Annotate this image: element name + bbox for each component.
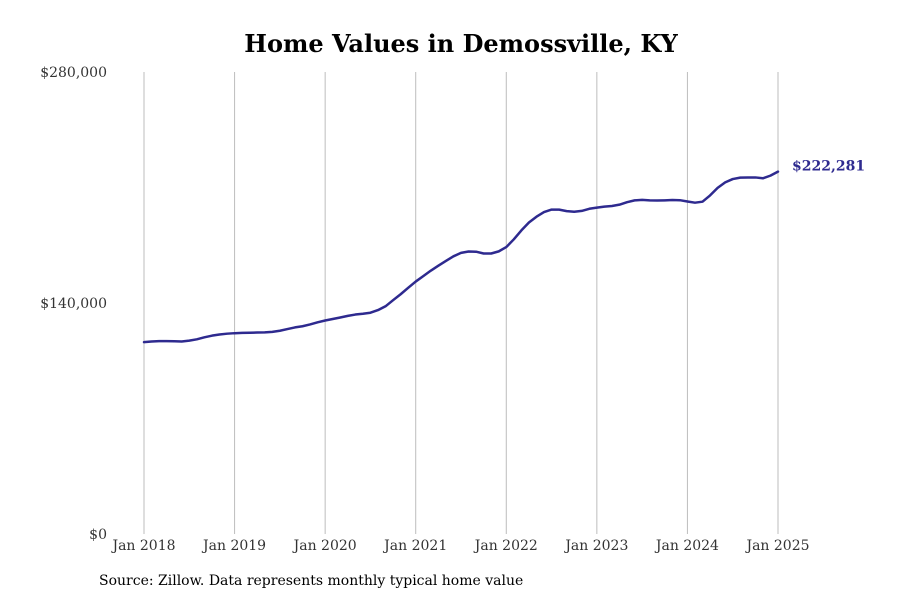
x-tick-label: Jan 2019 [201, 538, 266, 554]
y-tick-label: $280,000 [40, 65, 107, 81]
series-layer: $222,281 [142, 159, 865, 344]
grid-lines [143, 72, 779, 534]
x-tick-label: Jan 2022 [473, 538, 538, 554]
x-tick-label: Jan 2018 [110, 538, 175, 554]
chart-title: Home Values in Demossville, KY [244, 29, 678, 58]
x-axis: Jan 2018 Jan 2019 Jan 2020 Jan 2021 Jan 2022… [110, 538, 809, 554]
y-tick-label: $140,000 [40, 296, 107, 312]
x-tick-label: Jan 2020 [292, 538, 357, 554]
source-note: Source: Zillow. Data represents monthly … [99, 573, 524, 589]
end-value-label: $222,281 [792, 159, 865, 175]
series-line [142, 170, 780, 344]
x-tick-label: Jan 2023 [563, 538, 628, 554]
y-axis: $0 $140,000 $280,000 [40, 65, 107, 543]
y-tick-label: $0 [89, 527, 107, 543]
x-tick-label: Jan 2021 [382, 538, 447, 554]
x-tick-label: Jan 2025 [744, 538, 809, 554]
x-tick-label: Jan 2024 [654, 538, 719, 554]
